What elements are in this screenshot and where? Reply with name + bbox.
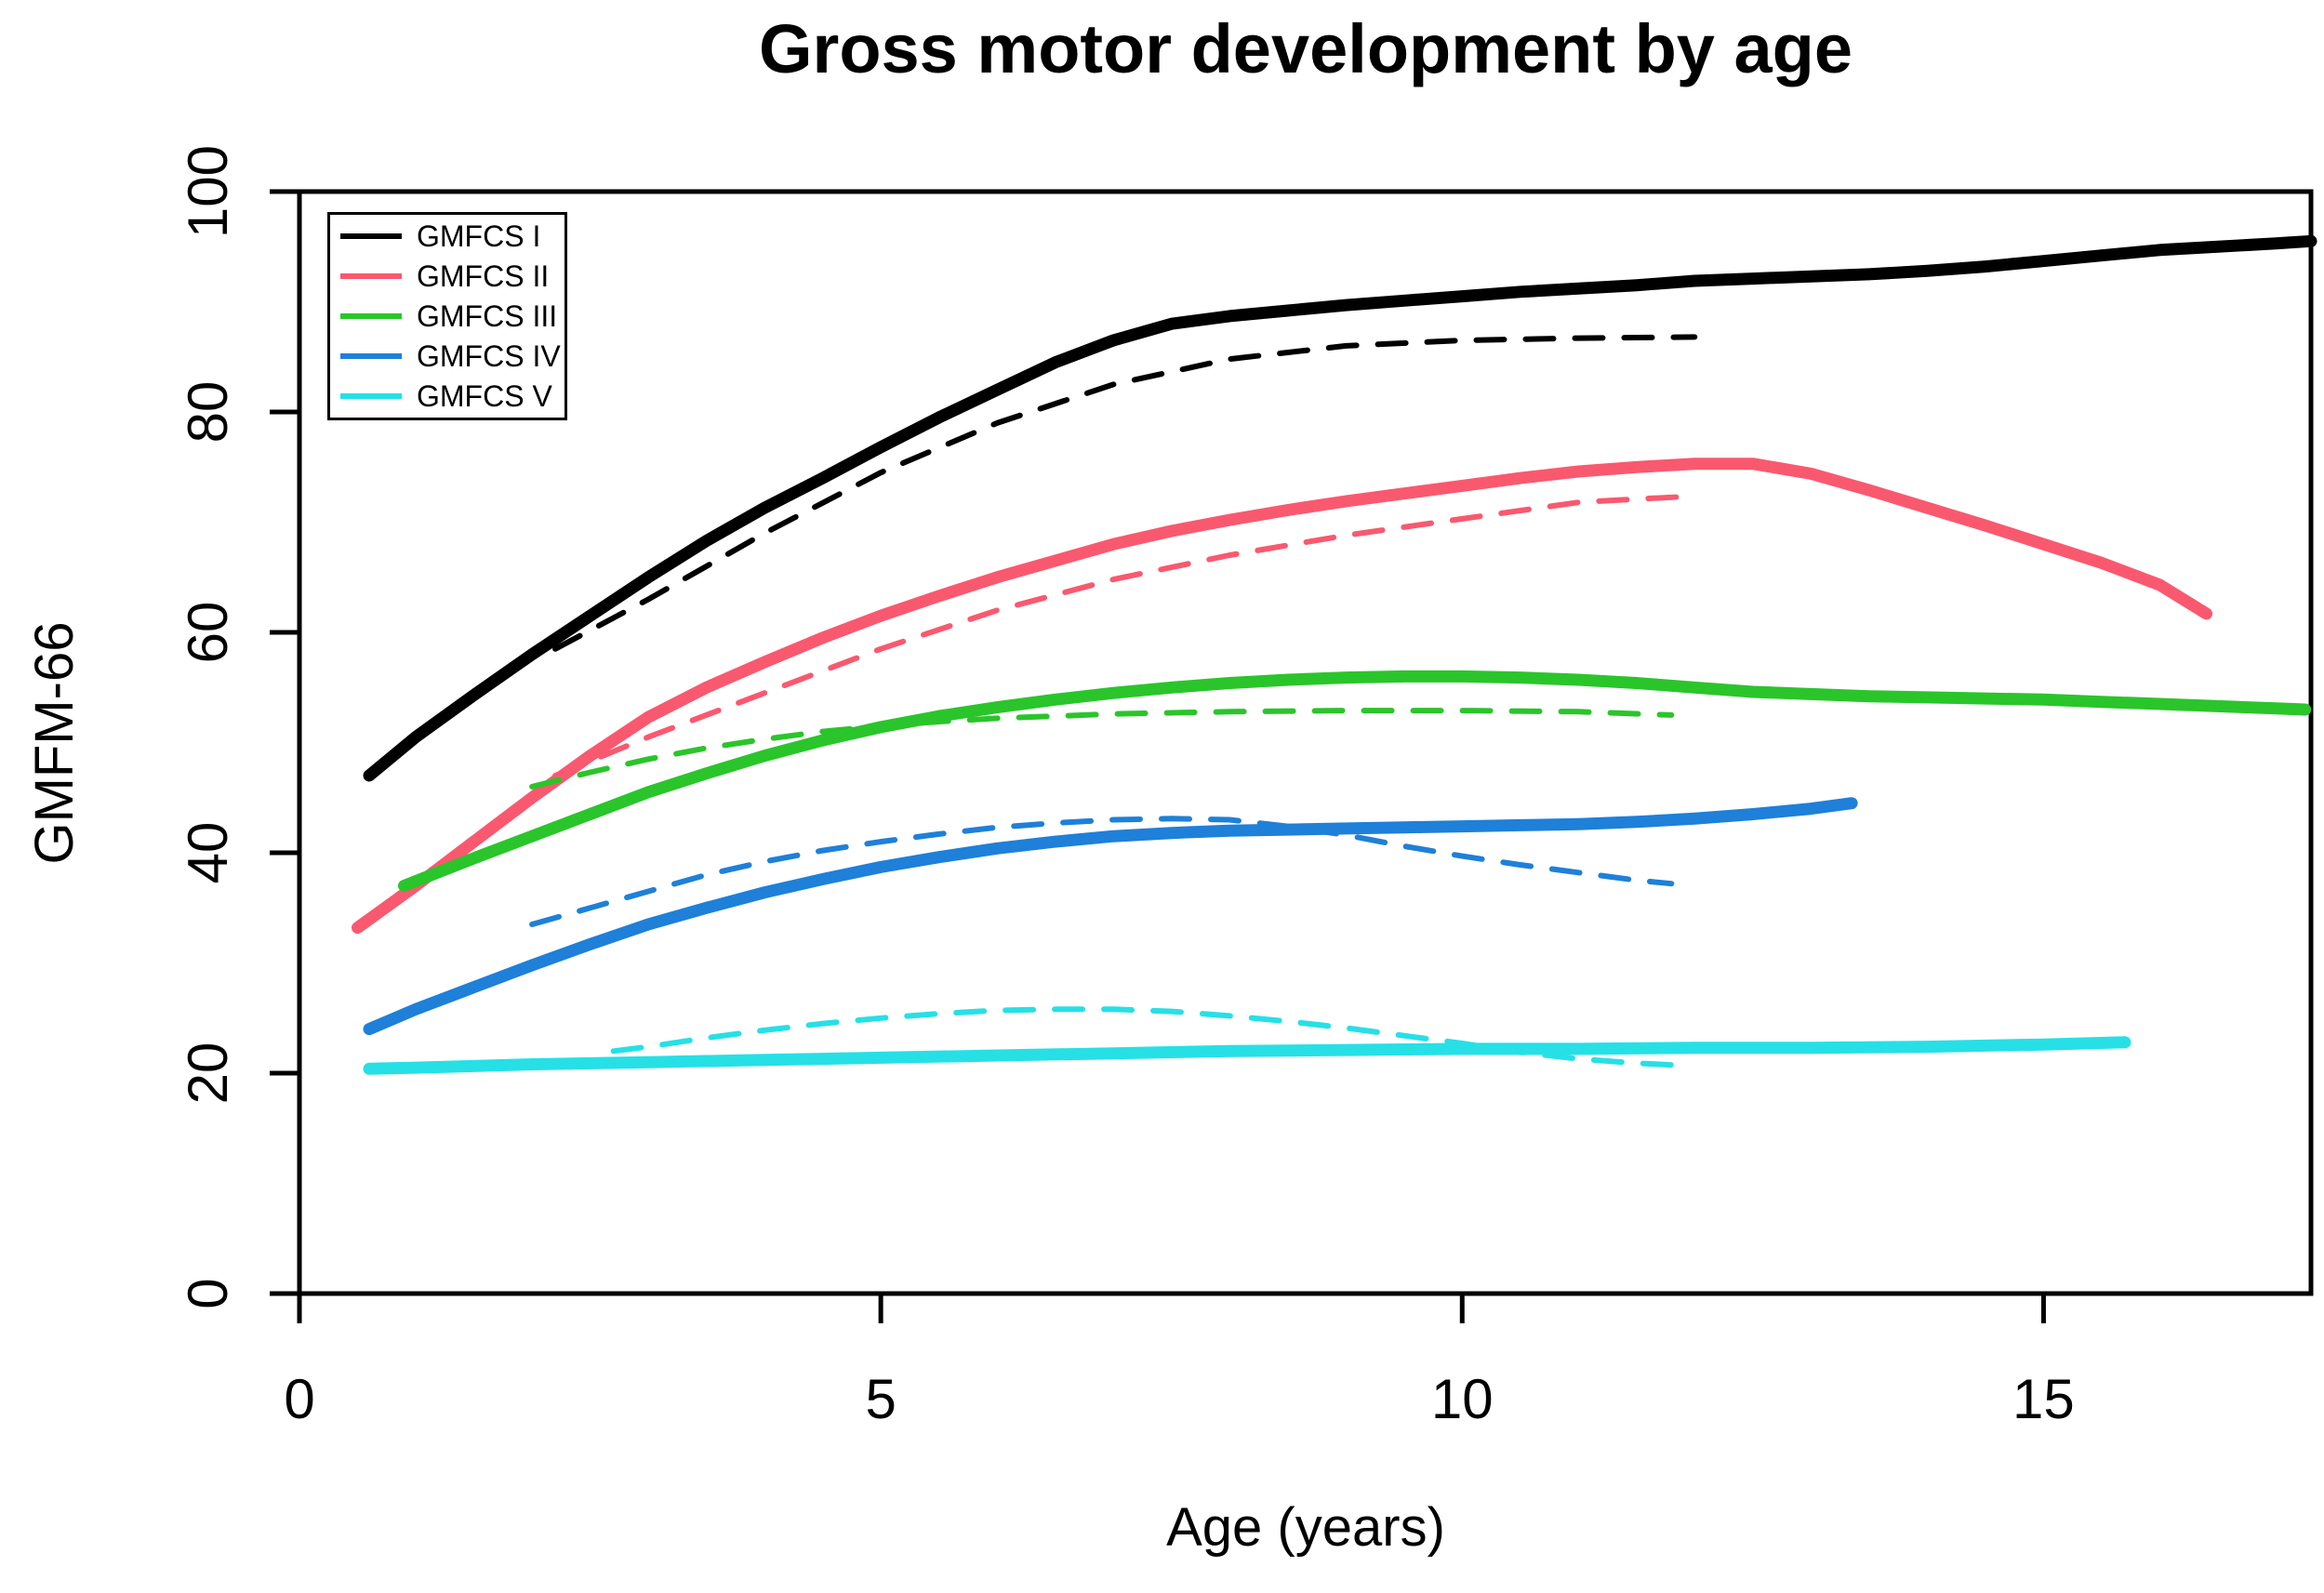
y-tick-label: 0 — [177, 1278, 239, 1308]
series-line-gmfcs-ii-dashed — [552, 494, 1686, 778]
legend-line-swatch — [340, 393, 402, 399]
series-line-gmfcs-iv-dashed — [529, 816, 1675, 927]
legend-item-gmfcs-5: GMFCS V — [330, 378, 564, 415]
data-series — [352, 234, 2317, 1075]
y-axis-title: GMFM-66 — [24, 622, 85, 865]
y-tick-label: 40 — [177, 822, 239, 884]
series-line-gmfcs-i-solid — [363, 234, 2317, 782]
legend-label: GMFCS III — [417, 299, 558, 333]
chart-title: Gross motor development by age — [759, 10, 1853, 87]
y-tick-label: 60 — [177, 602, 239, 664]
y-tick-label: 100 — [177, 145, 239, 238]
series-line-gmfcs-v-dashed — [610, 1006, 1686, 1069]
legend-line-swatch — [340, 273, 402, 279]
legend-item-gmfcs-3: GMFCS III — [330, 298, 564, 335]
y-tick-label: 20 — [177, 1042, 239, 1105]
series-line-gmfcs-iii-solid — [398, 670, 2312, 892]
plot-box — [297, 189, 2314, 1296]
series-line-gmfcs-iii-dashed — [529, 708, 1675, 790]
series-line-gmfcs-iv-solid — [363, 797, 1858, 1036]
legend-box: GMFCS I GMFCS II GMFCS III GMFCS IV GMFC… — [327, 212, 567, 420]
legend-line-swatch — [340, 353, 402, 359]
x-axis-title: Age (years) — [1166, 1497, 1445, 1558]
x-tick-label: 15 — [2012, 1368, 2075, 1430]
x-tick-label: 10 — [1431, 1368, 1494, 1430]
legend-item-gmfcs-1: GMFCS I — [330, 218, 564, 255]
legend-label: GMFCS IV — [417, 339, 561, 373]
series-line-gmfcs-i-dashed — [552, 334, 1698, 652]
x-tick-label: 5 — [865, 1368, 896, 1430]
x-tick-label: 0 — [284, 1368, 314, 1430]
legend-item-gmfcs-4: GMFCS IV — [330, 338, 564, 375]
series-line-gmfcs-ii-solid — [352, 458, 2212, 935]
axes: 0 5 10 15 0 20 40 60 80 100 — [177, 145, 2314, 1430]
legend-item-gmfcs-2: GMFCS II — [330, 258, 564, 295]
series-line-gmfcs-v-solid — [363, 1036, 2131, 1075]
legend-label: GMFCS II — [417, 259, 550, 293]
legend-line-swatch — [340, 313, 402, 319]
legend-line-swatch — [340, 233, 402, 239]
legend-label: GMFCS V — [417, 378, 552, 413]
legend-label: GMFCS I — [417, 219, 541, 253]
y-tick-label: 80 — [177, 381, 239, 444]
